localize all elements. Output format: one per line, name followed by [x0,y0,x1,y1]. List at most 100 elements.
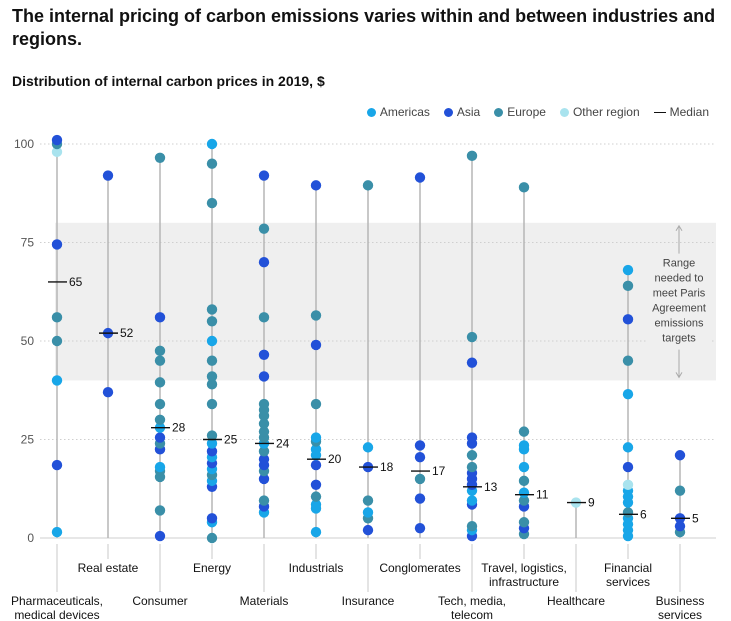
data-point [206,158,218,169]
data-point [518,182,530,193]
data-point [674,520,686,532]
legend-item-americas: Americas [366,105,430,119]
legend-label: Other region [572,105,640,119]
legend-swatch [494,107,504,117]
data-point [466,495,478,506]
category-label: Tech, media, [438,594,506,608]
band-label-line: Range [663,258,695,270]
data-point [154,432,166,443]
category-label: services [658,608,702,621]
data-point [258,257,270,268]
median-label: 17 [432,464,446,478]
legend-swatch [559,107,569,117]
data-point [258,349,270,360]
median-label: 20 [328,452,342,466]
data-point [622,442,634,453]
data-point [414,452,426,463]
data-point [414,172,426,183]
data-point [154,461,166,473]
data-point [674,450,686,461]
category-label: Industrials [289,561,344,575]
data-point [154,355,166,366]
median-label: 11 [536,488,549,502]
data-point [206,446,218,457]
data-point [258,312,270,323]
data-point [466,331,478,343]
data-point [310,398,322,410]
data-point [310,479,322,491]
data-point [51,312,63,323]
data-point [622,280,634,292]
data-point [206,513,218,524]
data-point [258,418,270,429]
data-point [206,335,218,347]
median-label: 5 [692,511,699,525]
data-point [466,150,478,162]
category-label: Business [656,594,705,608]
category-label: Consumer [132,594,187,608]
data-point [154,398,166,410]
data-point [154,530,166,542]
data-point [258,170,270,181]
data-point [466,461,478,473]
data-point [258,495,270,506]
data-point [258,454,270,465]
data-point [622,507,634,518]
paris-range-band [55,222,716,381]
legend-item-median: Median [653,105,709,119]
category-label: Pharmaceuticals, [11,594,103,608]
data-point [674,485,686,496]
data-point [310,310,322,321]
median-label: 25 [224,433,238,447]
legend-swatch [443,107,453,117]
data-point [622,461,634,473]
category-label: Conglomerates [379,561,460,575]
data-point [518,426,530,437]
data-point [258,473,270,485]
data-point [622,355,634,366]
data-point [362,442,374,453]
data-point [466,432,478,443]
legend-item-europe: Europe [494,105,546,119]
category-label: medical devices [14,608,99,621]
data-point [51,146,63,158]
median-label: 18 [380,460,394,474]
data-point [414,473,426,485]
data-point [362,507,374,518]
category-label: infrastructure [489,575,559,589]
band-label-line: emissions [655,318,704,330]
category-label: telecom [451,608,493,621]
data-point [51,239,63,250]
band-arrow-head-top [675,224,683,232]
data-point [518,475,530,487]
legend-label: Europe [507,105,546,119]
data-point [414,493,426,504]
legend-swatch [653,111,666,113]
data-point [258,446,270,457]
data-point [206,371,218,382]
data-point [310,339,322,351]
data-point [414,440,426,451]
data-point [518,495,530,506]
median-label: 6 [640,507,647,521]
band-label-line: meet Paris [653,288,706,300]
category-label: Energy [193,561,231,575]
data-point [518,517,530,528]
band-label-line: needed to [655,273,704,285]
data-point [622,479,634,491]
y-tick-label: 50 [21,334,35,348]
data-point [310,432,322,443]
data-point [622,314,634,325]
category-label: Materials [240,594,289,608]
legend-swatch [366,107,376,117]
data-point [206,438,218,449]
chart-title: The internal pricing of carbon emissions… [12,6,716,49]
data-point [51,335,63,347]
y-tick-label: 75 [21,236,35,250]
data-point [622,264,634,276]
data-point [154,312,166,323]
data-point [206,138,218,150]
data-point [51,375,63,386]
data-point [518,461,530,473]
